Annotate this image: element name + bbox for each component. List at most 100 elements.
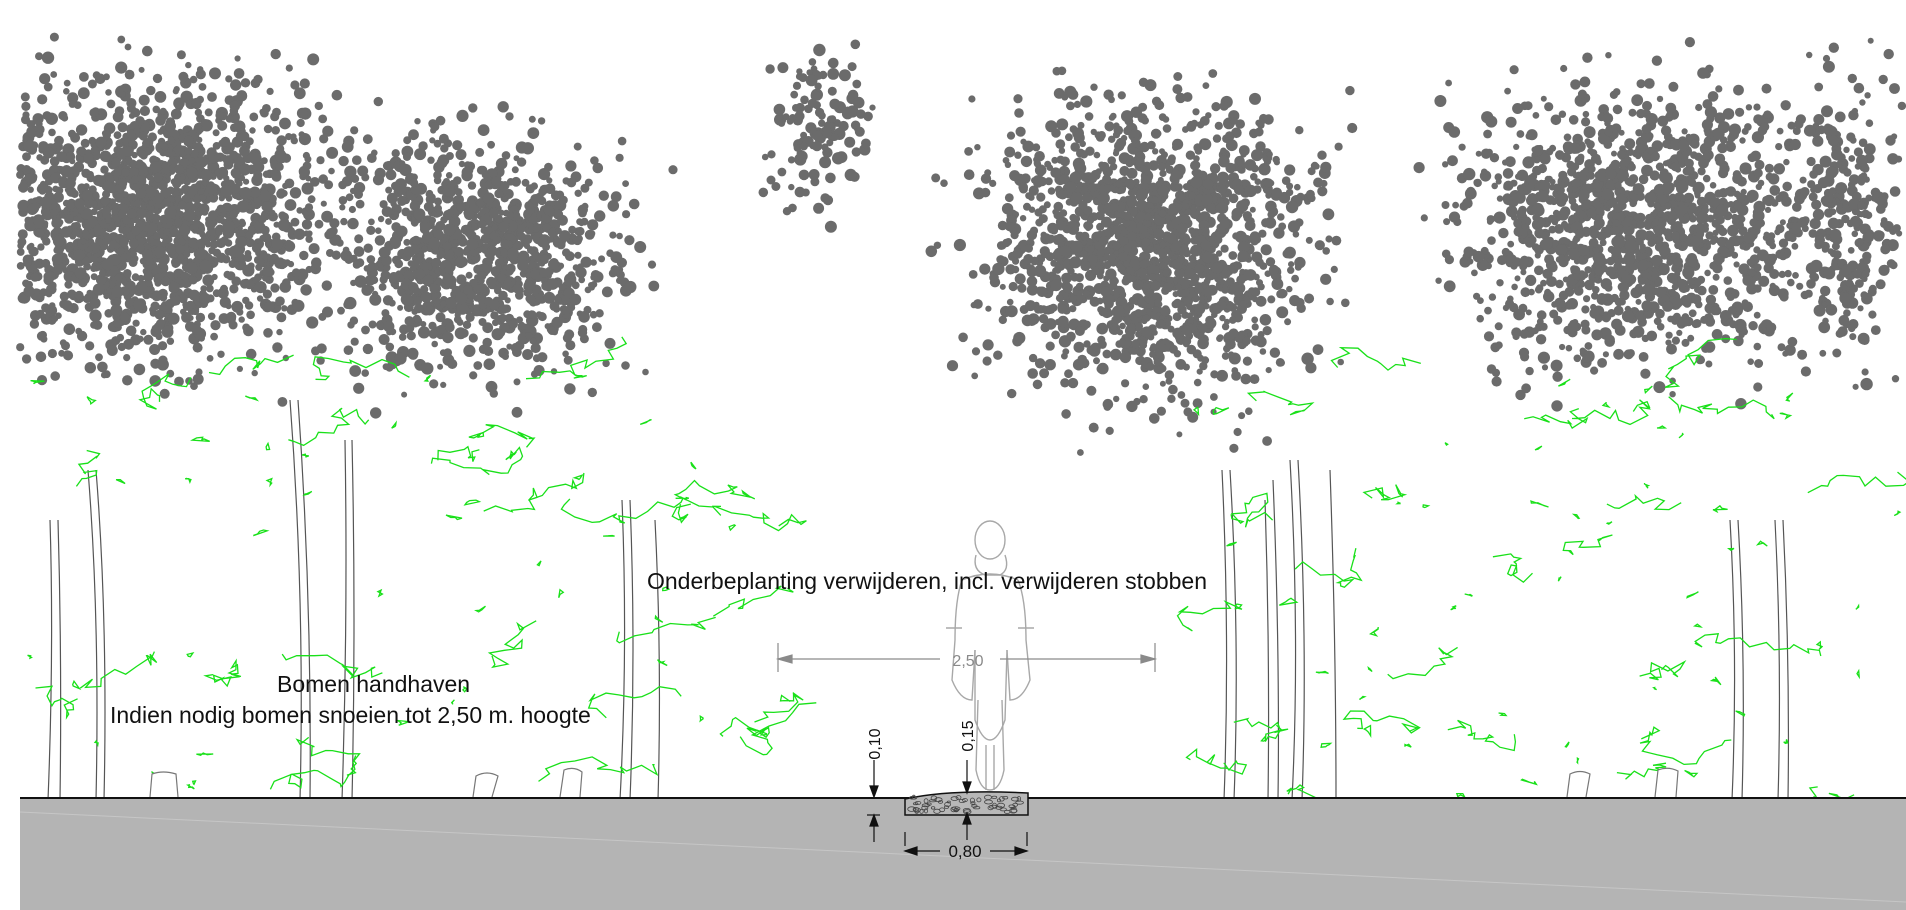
foliage-dot — [262, 265, 274, 277]
foliage-dot — [1257, 331, 1265, 338]
foliage-dot — [1534, 285, 1543, 294]
foliage-dot — [225, 303, 232, 310]
foliage-dot — [1779, 219, 1786, 226]
foliage-dot — [615, 153, 624, 162]
foliage-dot — [1320, 273, 1332, 285]
foliage-dot — [271, 238, 284, 251]
foliage-dot — [424, 305, 435, 316]
foliage-dot — [444, 274, 457, 287]
foliage-dot — [1130, 137, 1138, 144]
foliage-dot — [584, 229, 595, 240]
foliage-dot — [1087, 254, 1098, 265]
foliage-dot — [149, 344, 161, 355]
foliage-dot — [122, 375, 133, 386]
foliage-dot — [1186, 312, 1194, 319]
foliage-dot — [212, 129, 220, 137]
foliage-dot — [453, 315, 462, 324]
foliage-dot — [1160, 306, 1171, 317]
foliage-dot — [1117, 91, 1126, 100]
foliage-dot — [1231, 207, 1243, 220]
foliage-dot — [1212, 304, 1222, 314]
foliage-dot — [1115, 217, 1123, 225]
foliage-dot — [1070, 240, 1083, 253]
foliage-dot — [314, 219, 324, 229]
foliage-dot — [1532, 112, 1540, 119]
foliage-dot — [23, 140, 36, 153]
foliage-dot — [1011, 265, 1020, 274]
foliage-dot — [1262, 326, 1272, 336]
foliage-dot — [1251, 149, 1263, 162]
foliage-dot — [538, 168, 551, 181]
foliage-dot — [1057, 190, 1068, 200]
foliage-dot — [420, 221, 431, 233]
foliage-dot — [1154, 130, 1162, 137]
foliage-dot — [1665, 331, 1673, 339]
foliage-dot — [1194, 263, 1205, 274]
foliage-dot — [68, 129, 76, 138]
foliage-dot — [1420, 214, 1428, 222]
foliage-dot — [1123, 212, 1132, 221]
foliage-dot — [1197, 337, 1209, 350]
foliage-dot — [538, 188, 547, 197]
foliage-dot — [1330, 265, 1338, 273]
foliage-dot — [1137, 349, 1144, 356]
foliage-dot — [77, 87, 90, 100]
foliage-dot — [185, 61, 192, 69]
foliage-dot — [284, 239, 293, 248]
foliage-dot — [108, 124, 115, 131]
foliage-dot — [1702, 99, 1713, 110]
foliage-dot — [1055, 294, 1064, 303]
foliage-dot — [168, 281, 180, 293]
foliage-dot — [1150, 343, 1158, 351]
foliage-dot — [1211, 102, 1221, 112]
foliage-dot — [158, 341, 168, 351]
foliage-dot — [592, 275, 600, 283]
foliage-dot — [220, 136, 231, 147]
foliage-dot — [1126, 167, 1138, 179]
foliage-dot — [1192, 108, 1200, 116]
foliage-dot — [537, 235, 550, 248]
foliage-dot — [552, 238, 563, 248]
foliage-dot — [209, 67, 221, 80]
foliage-dot — [1036, 192, 1046, 202]
foliage-dot — [128, 167, 139, 178]
foliage-dot — [361, 173, 370, 182]
foliage-dot — [1237, 250, 1250, 262]
foliage-dot — [408, 282, 416, 291]
foliage-dot — [215, 228, 223, 236]
foliage-dot — [21, 101, 31, 111]
foliage-dot — [1133, 280, 1144, 291]
foliage-dot — [622, 210, 631, 219]
foliage-dot — [231, 168, 242, 179]
foliage-dot — [1209, 163, 1221, 174]
foliage-dot — [537, 352, 548, 363]
foliage-dot — [412, 236, 422, 246]
foliage-dot — [1320, 179, 1328, 188]
foliage-dot — [1059, 245, 1072, 257]
foliage-dot — [1157, 185, 1169, 197]
foliage-dot — [1599, 239, 1607, 247]
foliage-dot — [1497, 255, 1507, 266]
foliage-dot — [1162, 269, 1170, 277]
foliage-dot — [1172, 327, 1184, 339]
foliage-dot — [1317, 186, 1328, 197]
foliage-dot — [511, 176, 521, 187]
foliage-dot — [477, 219, 487, 229]
foliage-dot — [1705, 294, 1717, 305]
foliage-dot — [190, 324, 202, 335]
foliage-dot — [1013, 94, 1023, 104]
foliage-dot — [1712, 273, 1720, 281]
foliage-dot — [1851, 230, 1859, 238]
foliage-dot — [1268, 204, 1277, 212]
foliage-dot — [16, 248, 25, 256]
foliage-dot — [258, 214, 267, 224]
foliage-dot — [1545, 148, 1554, 156]
foliage-dot — [144, 264, 151, 271]
foliage-dot — [1186, 344, 1197, 355]
foliage-dot — [543, 291, 556, 304]
foliage-dot — [1317, 150, 1327, 160]
foliage-dot — [1232, 232, 1240, 240]
foliage-dot — [67, 92, 79, 104]
foliage-dot — [1626, 178, 1635, 187]
foliage-dot — [434, 197, 442, 206]
